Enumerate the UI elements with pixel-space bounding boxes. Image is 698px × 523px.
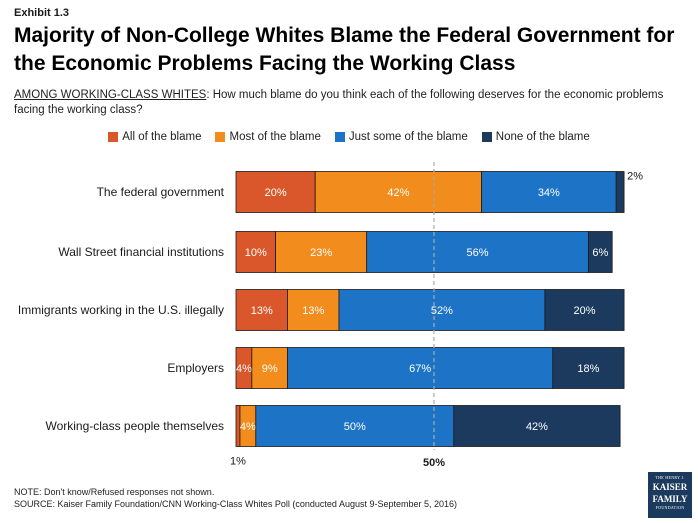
- data-label: 2%: [627, 171, 643, 183]
- bar-segment: [287, 347, 554, 389]
- subtitle-question: : How much blame do you think each of th…: [14, 89, 664, 116]
- subtitle-prefix: AMONG WORKING-CLASS WHITES: [14, 89, 207, 101]
- bar-segment: [366, 231, 589, 273]
- data-label: 4%: [240, 421, 256, 433]
- data-label: 13%: [302, 305, 324, 317]
- bar-segment: [251, 347, 288, 389]
- data-label: 6%: [592, 247, 608, 259]
- stacked-bar-chart: The federal government 20% 42% 34% 2% Wall St…: [18, 162, 643, 469]
- legend-swatch-most: [215, 132, 226, 142]
- logo-family: FAMILY: [652, 494, 688, 504]
- bar-segment: [552, 347, 625, 389]
- category-label: Employers: [167, 361, 224, 375]
- data-label: 4%: [236, 363, 252, 375]
- bar-segment: [453, 405, 621, 447]
- data-label: 13%: [251, 305, 273, 317]
- legend-swatch-some: [334, 132, 345, 142]
- bar-segment: [338, 289, 546, 331]
- legend-item-most: Most of the blame: [215, 131, 321, 143]
- category-label: Immigrants working in the U.S. illegally: [18, 303, 224, 317]
- category-label: Wall Street financial institutions: [58, 245, 224, 259]
- legend-label-most: Most of the blame: [229, 131, 321, 143]
- bar-segment: [255, 405, 455, 447]
- bar-segment: [588, 231, 613, 273]
- logo-kaiser: KAISER: [652, 482, 688, 492]
- data-label: 9%: [262, 363, 278, 375]
- category-label: Working-class people themselves: [45, 419, 224, 433]
- data-label: 67%: [409, 363, 431, 375]
- legend-swatch-all: [108, 132, 119, 142]
- bar-segment: [544, 289, 625, 331]
- bar-segment: [287, 289, 340, 331]
- bar-segment: [235, 231, 276, 273]
- data-label: 34%: [538, 187, 560, 199]
- legend: All of the blame Most of the blame Just …: [0, 131, 698, 143]
- logo-line1: THE HENRY J.: [655, 475, 685, 480]
- logo-foundation: FOUNDATION: [655, 505, 685, 510]
- footnote-note: NOTE: Don't know/Refused responses not s…: [14, 487, 215, 497]
- data-label: 20%: [265, 187, 287, 199]
- data-label: 18%: [577, 363, 599, 375]
- legend-item-all: All of the blame: [108, 131, 201, 143]
- footnote: NOTE: Don't know/Refused responses not s…: [14, 486, 574, 510]
- data-label: 42%: [526, 421, 548, 433]
- reference-line-label: 50%: [423, 457, 445, 469]
- data-label: 50%: [344, 421, 366, 433]
- bar-segment: [615, 171, 625, 213]
- kff-logo: THE HENRY J. KAISER FAMILY FOUNDATION: [648, 472, 692, 518]
- chart-title: Majority of Non-College Whites Blame the…: [14, 24, 675, 75]
- chart-subtitle: AMONG WORKING-CLASS WHITES: How much bla…: [14, 88, 674, 118]
- legend-item-none: None of the blame: [481, 131, 590, 143]
- data-label: 23%: [310, 247, 332, 259]
- exhibit-label: Exhibit 1.3: [14, 7, 70, 19]
- data-label: 10%: [245, 247, 267, 259]
- data-label: 52%: [431, 305, 453, 317]
- data-label: 42%: [387, 187, 409, 199]
- bar-segment: [235, 171, 316, 213]
- legend-swatch-none: [481, 132, 492, 142]
- data-label: 56%: [467, 247, 489, 259]
- legend-item-some: Just some of the blame: [334, 131, 468, 143]
- legend-label-none: None of the blame: [495, 131, 590, 143]
- data-label: 20%: [573, 305, 595, 317]
- data-label: 1%: [230, 456, 246, 468]
- footnote-source: SOURCE: Kaiser Family Foundation/CNN Wor…: [14, 499, 458, 509]
- bar-segment: [481, 171, 617, 213]
- legend-label-all: All of the blame: [122, 131, 202, 143]
- bar-segment: [235, 289, 288, 331]
- legend-label-some: Just some of the blame: [348, 131, 468, 143]
- category-label: The federal government: [97, 185, 225, 199]
- bar-segment: [275, 231, 368, 273]
